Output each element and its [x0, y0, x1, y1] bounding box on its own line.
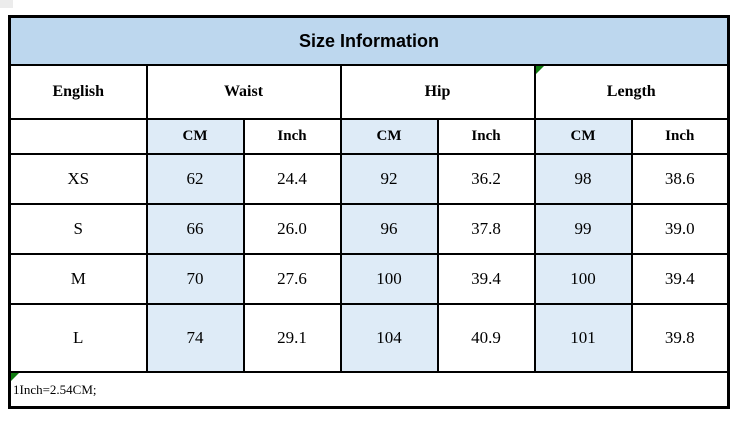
unit-header-waist-cm: CM — [145, 118, 245, 155]
table-row-xs: XS 62 24.4 92 36.2 98 38.6 — [8, 153, 730, 205]
unit-header-hip-cm: CM — [339, 118, 439, 155]
page-title: Size Information — [8, 15, 730, 66]
table-row-m: M 70 27.6 100 39.4 100 39.4 — [8, 253, 730, 305]
length-cm-value: 99 — [533, 203, 633, 255]
footnote-text: 1Inch=2.54CM; — [13, 381, 97, 397]
unit-header-row: CM Inch CM Inch CM Inch — [8, 118, 730, 155]
length-cm-value: 100 — [533, 253, 633, 305]
hip-cm-value: 92 — [339, 153, 439, 205]
unit-header-length-cm: CM — [533, 118, 633, 155]
waist-cm-value: 74 — [145, 303, 245, 373]
size-label: L — [8, 303, 148, 373]
length-cm-value: 98 — [533, 153, 633, 205]
footnote-cell: 1Inch=2.54CM; — [8, 371, 730, 409]
length-inch-value: 39.0 — [630, 203, 730, 255]
hip-cm-value: 100 — [339, 253, 439, 305]
waist-inch-value: 26.0 — [242, 203, 342, 255]
unit-header-length-inch: Inch — [630, 118, 730, 155]
size-label: M — [8, 253, 148, 305]
waist-cm-value: 62 — [145, 153, 245, 205]
column-header-length: Length — [533, 64, 730, 120]
size-label: S — [8, 203, 148, 255]
waist-inch-value: 29.1 — [242, 303, 342, 373]
footnote-row: 1Inch=2.54CM; — [8, 371, 730, 409]
title-row: Size Information — [8, 15, 730, 66]
waist-cm-value: 66 — [145, 203, 245, 255]
cell-flag-icon — [11, 373, 19, 381]
unit-header-empty — [8, 118, 148, 155]
hip-cm-value: 104 — [339, 303, 439, 373]
column-header-waist: Waist — [145, 64, 342, 120]
waist-cm-value: 70 — [145, 253, 245, 305]
unit-header-waist-inch: Inch — [242, 118, 342, 155]
hip-inch-value: 36.2 — [436, 153, 536, 205]
table-row-l: L 74 29.1 104 40.9 101 39.8 — [8, 303, 730, 373]
waist-inch-value: 24.4 — [242, 153, 342, 205]
length-inch-value: 38.6 — [630, 153, 730, 205]
corner-artifact — [0, 0, 13, 8]
cell-flag-icon — [536, 67, 544, 74]
length-inch-value: 39.8 — [630, 303, 730, 373]
column-header-english: English — [8, 64, 148, 120]
column-header-length-label: Length — [606, 83, 656, 100]
hip-cm-value: 96 — [339, 203, 439, 255]
table-row-s: S 66 26.0 96 37.8 99 39.0 — [8, 203, 730, 255]
size-information-table: Size Information English Waist Hip Lengt… — [8, 15, 730, 409]
hip-inch-value: 40.9 — [436, 303, 536, 373]
unit-header-hip-inch: Inch — [436, 118, 536, 155]
waist-inch-value: 27.6 — [242, 253, 342, 305]
column-header-hip: Hip — [339, 64, 536, 120]
length-cm-value: 101 — [533, 303, 633, 373]
hip-inch-value: 39.4 — [436, 253, 536, 305]
size-label: XS — [8, 153, 148, 205]
group-header-row: English Waist Hip Length — [8, 64, 730, 120]
hip-inch-value: 37.8 — [436, 203, 536, 255]
length-inch-value: 39.4 — [630, 253, 730, 305]
